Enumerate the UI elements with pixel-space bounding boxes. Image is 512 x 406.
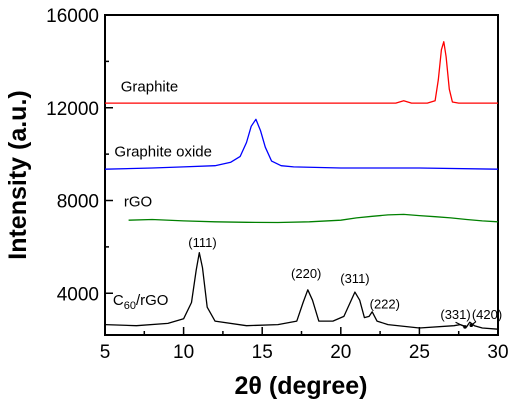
series-line-3 <box>104 252 499 330</box>
series-labels: Graphite Graphite oxide rGO C60/rGO <box>113 79 212 312</box>
series-line-2 <box>128 213 499 224</box>
peak-label: (220) <box>291 266 321 281</box>
peak-label: (420) <box>472 307 502 322</box>
axis-ticks <box>104 14 499 335</box>
peak-arrow-head <box>463 325 467 329</box>
series-lines <box>104 41 499 330</box>
peak-arrows <box>455 321 477 329</box>
series-label: Graphite <box>121 79 179 96</box>
series-line-0 <box>105 41 498 104</box>
y-tick-label: 16000 <box>46 6 99 27</box>
peak-label: (111) <box>188 235 216 250</box>
plot-frame <box>104 14 499 336</box>
y-tick-label: 12000 <box>46 99 99 120</box>
x-tick-label: 20 <box>330 342 351 363</box>
x-tick-label: 25 <box>409 342 430 363</box>
series-label: rGO <box>124 193 152 210</box>
series-label: C60/rGO <box>113 292 169 312</box>
peak-arrow-head <box>469 323 474 328</box>
x-tick-label: 30 <box>487 342 508 363</box>
peak-labels: (111) (220) (311)(222) (331) (420) <box>188 235 502 322</box>
x-tick-label: 10 <box>173 342 194 363</box>
x-tick-label: 15 <box>252 342 273 363</box>
series-label: Graphite oxide <box>114 143 212 160</box>
peak-label: (331) <box>440 307 470 322</box>
x-tick-label: 5 <box>100 342 111 363</box>
peak-label: (222) <box>370 296 400 311</box>
y-axis-title: Intensity (a.u.) <box>4 90 32 259</box>
y-tick-label: 8000 <box>57 192 99 213</box>
y-tick-label: 4000 <box>57 284 99 305</box>
series-line-1 <box>104 118 499 170</box>
peak-label: (311) <box>340 271 369 286</box>
y-tick-labels: 4000 8000 12000 16000 <box>46 6 99 305</box>
x-tick-labels: 5 10 15 20 25 30 <box>100 342 509 363</box>
x-axis-title: 2θ (degree) <box>235 372 368 400</box>
